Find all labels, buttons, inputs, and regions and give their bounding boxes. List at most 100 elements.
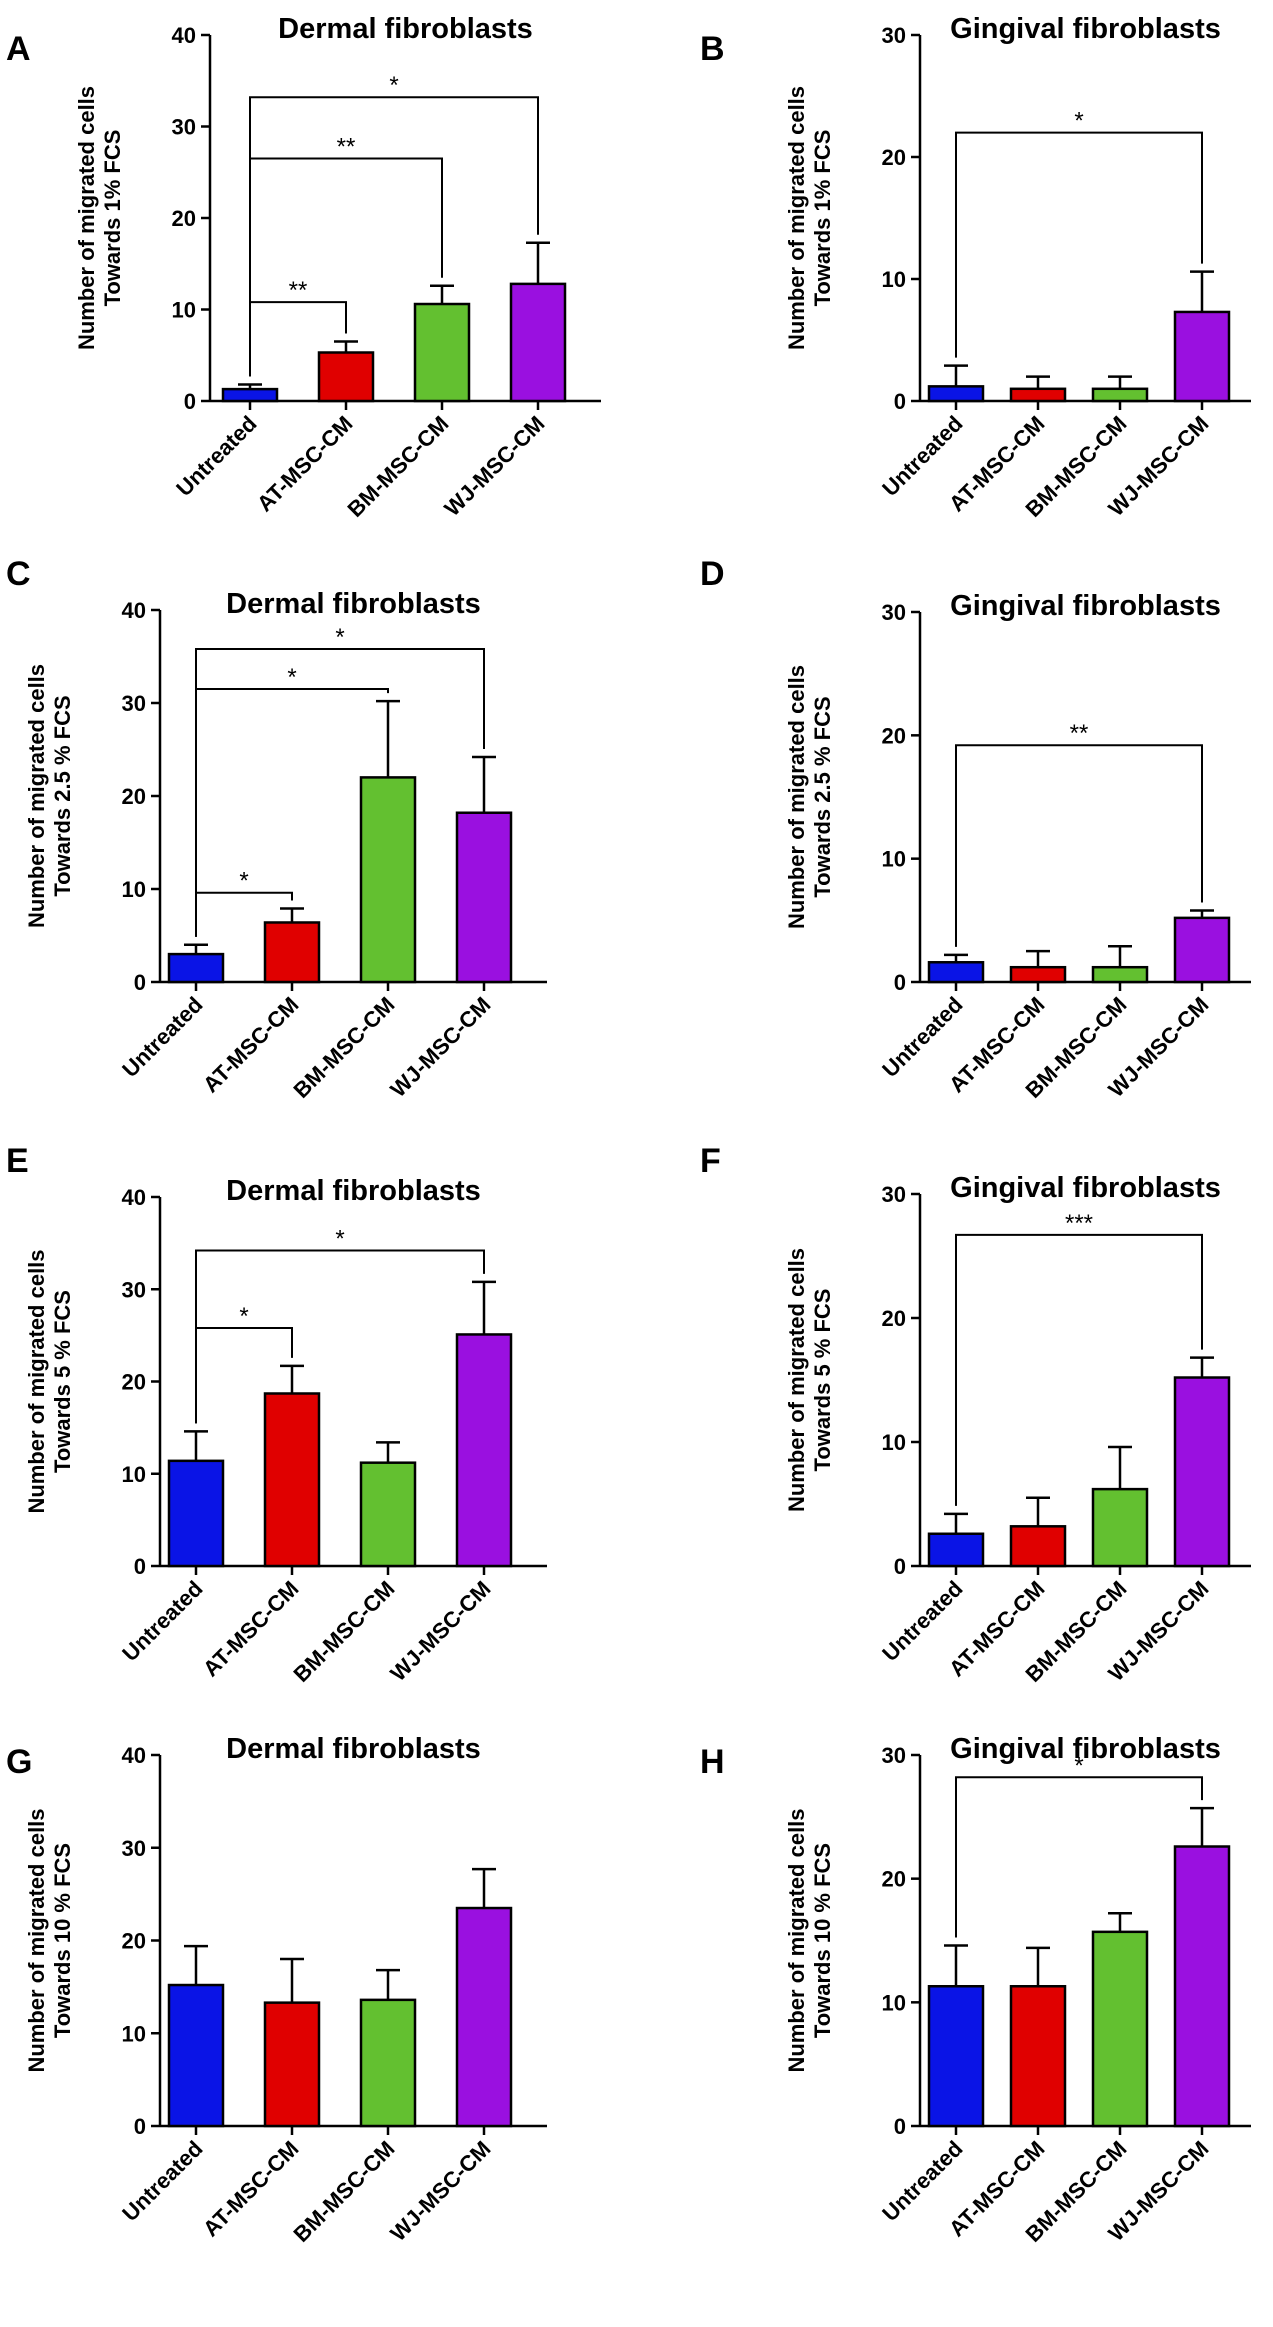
y-tick-label: 10 xyxy=(122,877,146,902)
chart-title: Gingival fibroblasts xyxy=(950,590,1221,622)
y-tick-label: 0 xyxy=(894,389,906,414)
bar-wj-msc-cm xyxy=(1173,1376,1231,1568)
y-axis-label-line: Towards 1% FCS xyxy=(100,130,125,307)
y-tick-label: 20 xyxy=(122,1929,146,1954)
y-tick-label: 30 xyxy=(172,115,196,140)
bar-at-msc-cm xyxy=(317,351,375,403)
panel-letter: D xyxy=(700,555,725,593)
y-tick-label: 30 xyxy=(882,600,906,625)
y-tick-label: 20 xyxy=(122,784,146,809)
significance-bracket xyxy=(195,1249,485,1424)
bar-at-msc-cm xyxy=(1009,1985,1067,2128)
bar-bm-msc-cm xyxy=(1091,1487,1149,1568)
significance-bracket xyxy=(955,1233,1203,1506)
x-tick-label: AT-MSC-CM xyxy=(198,1576,304,1682)
chart-title: Gingival fibroblasts xyxy=(950,1172,1221,1204)
y-axis-label-line: Towards 2.5 % FCS xyxy=(50,695,75,896)
chart-title: Dermal fibroblasts xyxy=(278,13,533,45)
x-tick-label: BM-MSC-CM xyxy=(343,411,454,522)
panel-letter: A xyxy=(6,30,31,68)
panel-a: A Dermal fibroblasts Number of migrated ce… xyxy=(6,13,601,522)
bar-untreated xyxy=(167,1983,225,2128)
bar-untreated xyxy=(927,1532,985,1568)
significance-label: * xyxy=(1074,108,1083,135)
y-tick-label: 20 xyxy=(882,145,906,170)
y-tick-label: 0 xyxy=(134,970,146,995)
significance-bracket xyxy=(955,1776,1203,1938)
y-axis-label: Number of migrated cells Towards 5 % FCS xyxy=(24,1249,75,1513)
y-tick-label: 30 xyxy=(122,691,146,716)
y-tick-label: 10 xyxy=(882,1430,906,1455)
x-tick-label: Untreated xyxy=(117,1576,207,1666)
y-axis-label: Number of migrated cells Towards 10 % FCS xyxy=(24,1808,75,2072)
significance-label: *** xyxy=(1065,1210,1093,1237)
y-axis-label-line: Towards 5 % FCS xyxy=(810,1289,835,1472)
y-axis-label-line: Number of migrated cells xyxy=(74,86,99,350)
bar-wj-msc-cm xyxy=(509,282,567,403)
bar-wj-msc-cm xyxy=(1173,1845,1231,2128)
x-tick-label: WJ-MSC-CM xyxy=(385,1576,495,1686)
y-tick-label: 40 xyxy=(122,1743,146,1768)
y-tick-label: 40 xyxy=(122,1185,146,1210)
x-tick-label: Untreated xyxy=(117,992,207,1082)
y-axis-label-line: Towards 5 % FCS xyxy=(50,1290,75,1473)
panel-letter: E xyxy=(6,1142,29,1180)
significance-label: ** xyxy=(289,277,308,304)
significance-label: * xyxy=(335,624,344,651)
bar-untreated xyxy=(927,961,985,984)
y-axis-label-line: Number of migrated cells xyxy=(784,86,809,350)
y-tick-label: 40 xyxy=(172,23,196,48)
x-tick-label: AT-MSC-CM xyxy=(198,992,304,1098)
significance-label: * xyxy=(1074,1752,1083,1779)
panel-e: E Dermal fibroblasts Number of migrated ce… xyxy=(6,1142,547,1687)
chart-title: Dermal fibroblasts xyxy=(226,1733,481,1765)
bar-untreated xyxy=(927,385,985,403)
y-tick-label: 10 xyxy=(882,847,906,872)
y-axis-label: Number of migrated cells Towards 1% FCS xyxy=(784,86,835,350)
y-tick-label: 0 xyxy=(894,2114,906,2139)
bar-wj-msc-cm xyxy=(455,1333,513,1568)
y-tick-label: 20 xyxy=(882,1867,906,1892)
bar-untreated xyxy=(927,1985,985,2128)
bar-untreated xyxy=(167,1459,225,1568)
significance-label: * xyxy=(287,664,296,691)
y-tick-label: 30 xyxy=(882,23,906,48)
y-tick-label: 10 xyxy=(122,2021,146,2046)
bar-at-msc-cm xyxy=(263,1392,321,1568)
y-axis-label-line: Towards 2.5 % FCS xyxy=(810,696,835,897)
panel-d: D Gingival fibroblasts Number of migrated … xyxy=(700,555,1251,1103)
bar-at-msc-cm xyxy=(1009,965,1067,984)
y-tick-label: 30 xyxy=(122,1836,146,1861)
significance-label: * xyxy=(239,868,248,895)
bar-at-msc-cm xyxy=(263,2001,321,2128)
y-tick-label: 0 xyxy=(894,1554,906,1579)
y-axis-label-line: Number of migrated cells xyxy=(784,1808,809,2072)
y-axis-label: Number of migrated cells Towards 10 % FCS xyxy=(784,1808,835,2072)
significance-bracket xyxy=(955,131,1203,358)
y-tick-label: 10 xyxy=(172,298,196,323)
x-tick-label: AT-MSC-CM xyxy=(198,2136,304,2242)
bar-wj-msc-cm xyxy=(455,1906,513,2128)
y-tick-label: 20 xyxy=(122,1370,146,1395)
y-axis-label-line: Number of migrated cells xyxy=(24,664,49,928)
y-tick-label: 10 xyxy=(882,1990,906,2015)
chart-title: Gingival fibroblasts xyxy=(950,1733,1221,1765)
bar-wj-msc-cm xyxy=(1173,916,1231,984)
y-axis-label-line: Towards 10 % FCS xyxy=(810,1843,835,2038)
y-tick-label: 30 xyxy=(882,1743,906,1768)
bar-at-msc-cm xyxy=(263,921,321,984)
chart-title: Dermal fibroblasts xyxy=(226,1175,481,1207)
bar-bm-msc-cm xyxy=(1091,1930,1149,2128)
y-axis-label-line: Number of migrated cells xyxy=(784,665,809,929)
y-axis-label-line: Number of migrated cells xyxy=(24,1249,49,1513)
y-axis-label: Number of migrated cells Towards 2.5 % FC… xyxy=(784,665,835,929)
bar-bm-msc-cm xyxy=(1091,965,1149,984)
y-axis-label-line: Towards 10 % FCS xyxy=(50,1843,75,2038)
bar-wj-msc-cm xyxy=(455,811,513,984)
significance-label: ** xyxy=(337,134,356,161)
significance-label: * xyxy=(335,1226,344,1253)
bar-untreated xyxy=(167,952,225,984)
chart-title: Gingival fibroblasts xyxy=(950,13,1221,45)
y-axis-label: Number of migrated cells Towards 2.5 % FC… xyxy=(24,664,75,928)
y-tick-label: 0 xyxy=(134,1554,146,1579)
